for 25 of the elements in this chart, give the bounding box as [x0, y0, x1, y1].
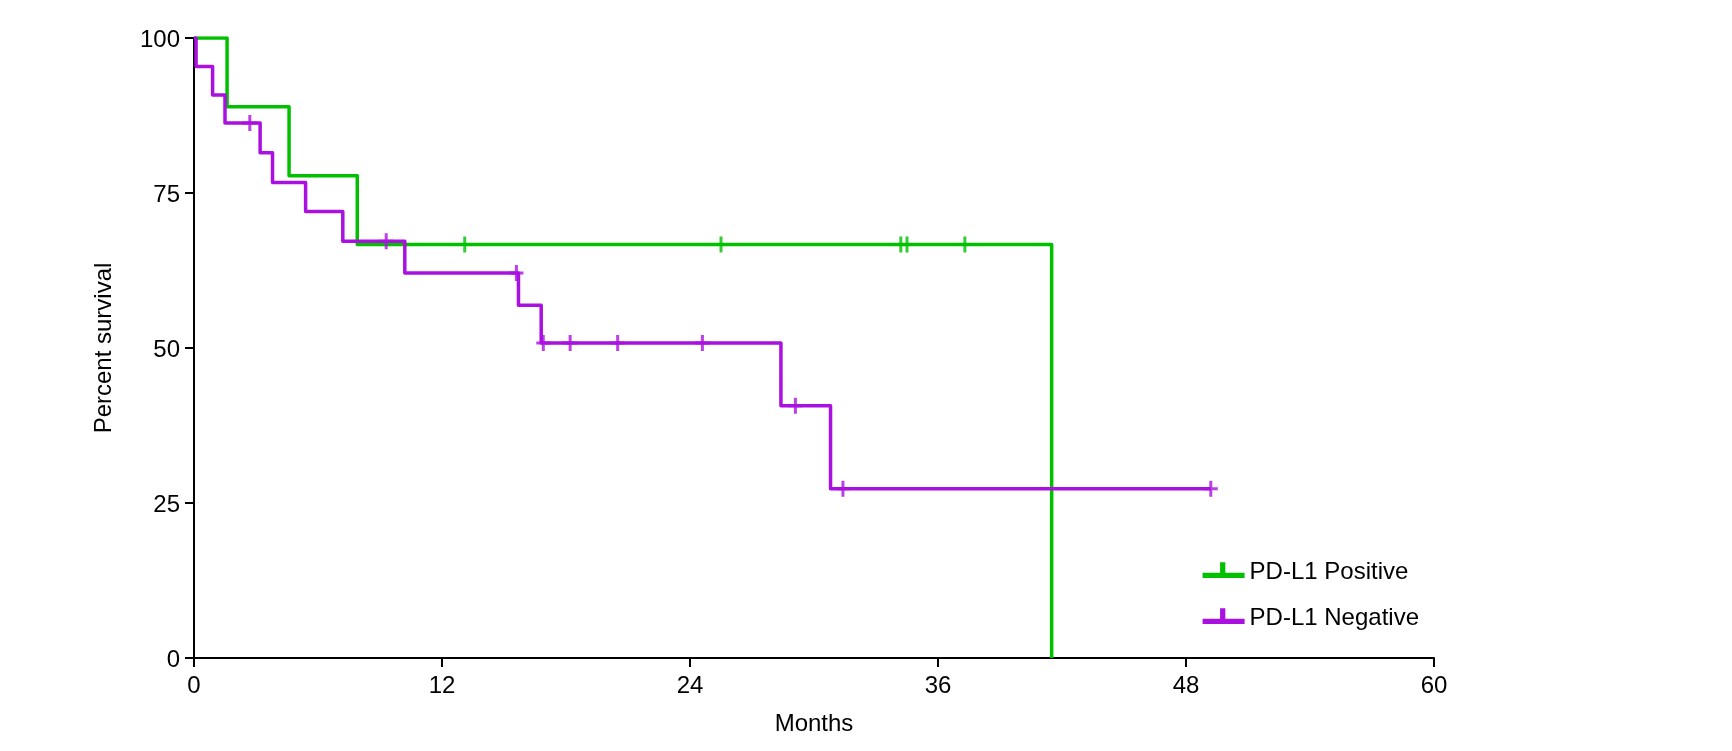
y-tick-label: 25: [153, 489, 180, 517]
x-tick-label: 12: [428, 670, 456, 698]
point: [1203, 480, 1218, 497]
y-tick-label: 0: [166, 644, 180, 672]
x-tick-label: 0: [187, 670, 201, 698]
y-tick-label: 75: [153, 179, 180, 207]
point: [536, 335, 551, 352]
point: [610, 335, 625, 352]
point: [379, 233, 394, 250]
point: [788, 397, 803, 414]
x-axis-title: Months: [774, 708, 854, 736]
point: [509, 264, 524, 281]
point: [695, 335, 710, 352]
point: [563, 335, 578, 352]
x-tick-label: 24: [676, 670, 704, 698]
y-tick-label: 50: [153, 334, 180, 362]
x-tick-label: 60: [1420, 670, 1448, 698]
legend-label: PD-L1 Positive: [1249, 556, 1409, 584]
point: [242, 114, 257, 131]
y-tick-label: 100: [139, 24, 180, 52]
y-axis-title: Percent survival: [88, 262, 116, 434]
x-tick-label: 36: [924, 670, 952, 698]
legend-label: PD-L1 Negative: [1249, 602, 1419, 630]
x-tick-label: 48: [1172, 670, 1200, 698]
point: [835, 480, 850, 497]
